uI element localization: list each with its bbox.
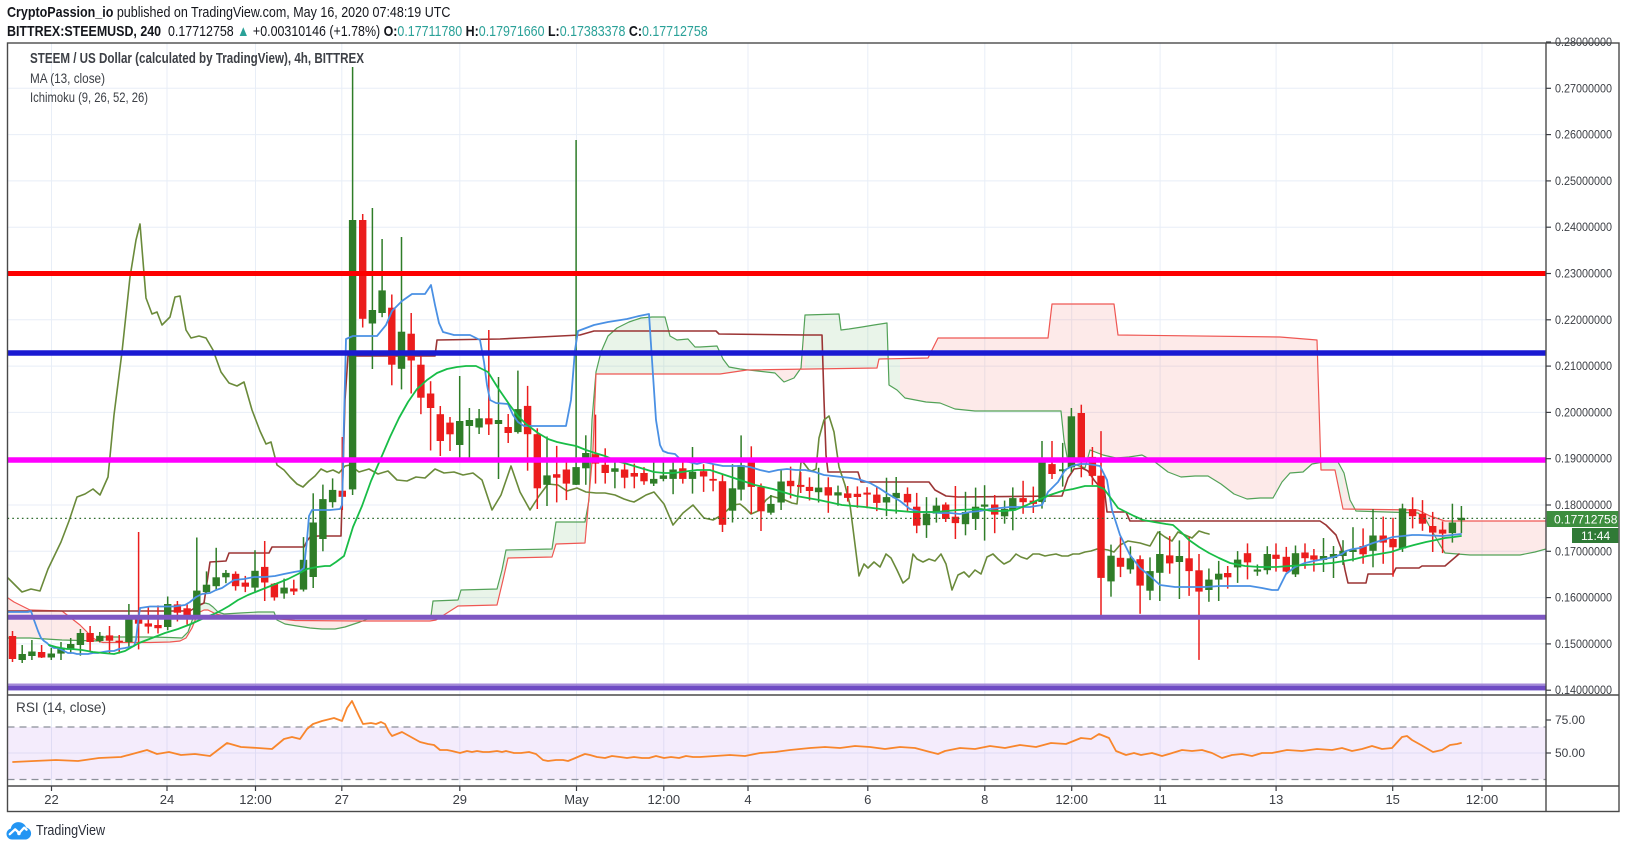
svg-text:0.23000000: 0.23000000 [1555, 269, 1612, 281]
svg-text:24: 24 [160, 792, 174, 807]
svg-text:May: May [564, 792, 589, 807]
svg-text:11: 11 [1153, 792, 1167, 807]
svg-text:0.27000000: 0.27000000 [1555, 83, 1612, 95]
svg-text:MA (13, close): MA (13, close) [30, 70, 105, 86]
svg-text:0.18000000: 0.18000000 [1555, 500, 1612, 512]
svg-text:8: 8 [981, 792, 988, 807]
svg-text:0.21000000: 0.21000000 [1555, 361, 1612, 373]
svg-text:0.26000000: 0.26000000 [1555, 130, 1612, 142]
svg-text:0.20000000: 0.20000000 [1555, 407, 1612, 419]
svg-text:0.15000000: 0.15000000 [1555, 639, 1612, 651]
svg-text:29: 29 [453, 792, 467, 807]
svg-text:STEEM / US Dollar (calculated: STEEM / US Dollar (calculated by Trading… [30, 50, 364, 67]
svg-text:0.25000000: 0.25000000 [1555, 176, 1612, 188]
svg-text:0.28000000: 0.28000000 [1555, 37, 1612, 49]
svg-text:0.17000000: 0.17000000 [1555, 546, 1612, 558]
svg-text:11:44: 11:44 [1581, 529, 1610, 543]
svg-text:0.16000000: 0.16000000 [1555, 593, 1612, 605]
svg-text:0.22000000: 0.22000000 [1555, 315, 1612, 327]
svg-text:22: 22 [44, 792, 58, 807]
svg-text:0.14000000: 0.14000000 [1555, 685, 1612, 697]
svg-text:4: 4 [744, 792, 751, 807]
svg-text:0.19000000: 0.19000000 [1555, 454, 1612, 466]
svg-text:12:00: 12:00 [1055, 792, 1088, 807]
svg-text:RSI (14, close): RSI (14, close) [16, 700, 106, 715]
svg-text:6: 6 [864, 792, 871, 807]
svg-text:27: 27 [335, 792, 349, 807]
svg-text:0.24000000: 0.24000000 [1555, 222, 1612, 234]
svg-text:12:00: 12:00 [648, 792, 681, 807]
svg-text:12:00: 12:00 [1466, 792, 1499, 807]
svg-text:Ichimoku (9, 26, 52, 26): Ichimoku (9, 26, 52, 26) [30, 89, 148, 105]
svg-text:13: 13 [1269, 792, 1283, 807]
svg-text:12:00: 12:00 [239, 792, 272, 807]
svg-text:50.00: 50.00 [1555, 746, 1585, 760]
svg-text:15: 15 [1385, 792, 1399, 807]
svg-text:75.00: 75.00 [1555, 713, 1585, 727]
svg-text:0.17712758: 0.17712758 [1554, 513, 1618, 527]
svg-text:TradingView: TradingView [36, 823, 105, 839]
